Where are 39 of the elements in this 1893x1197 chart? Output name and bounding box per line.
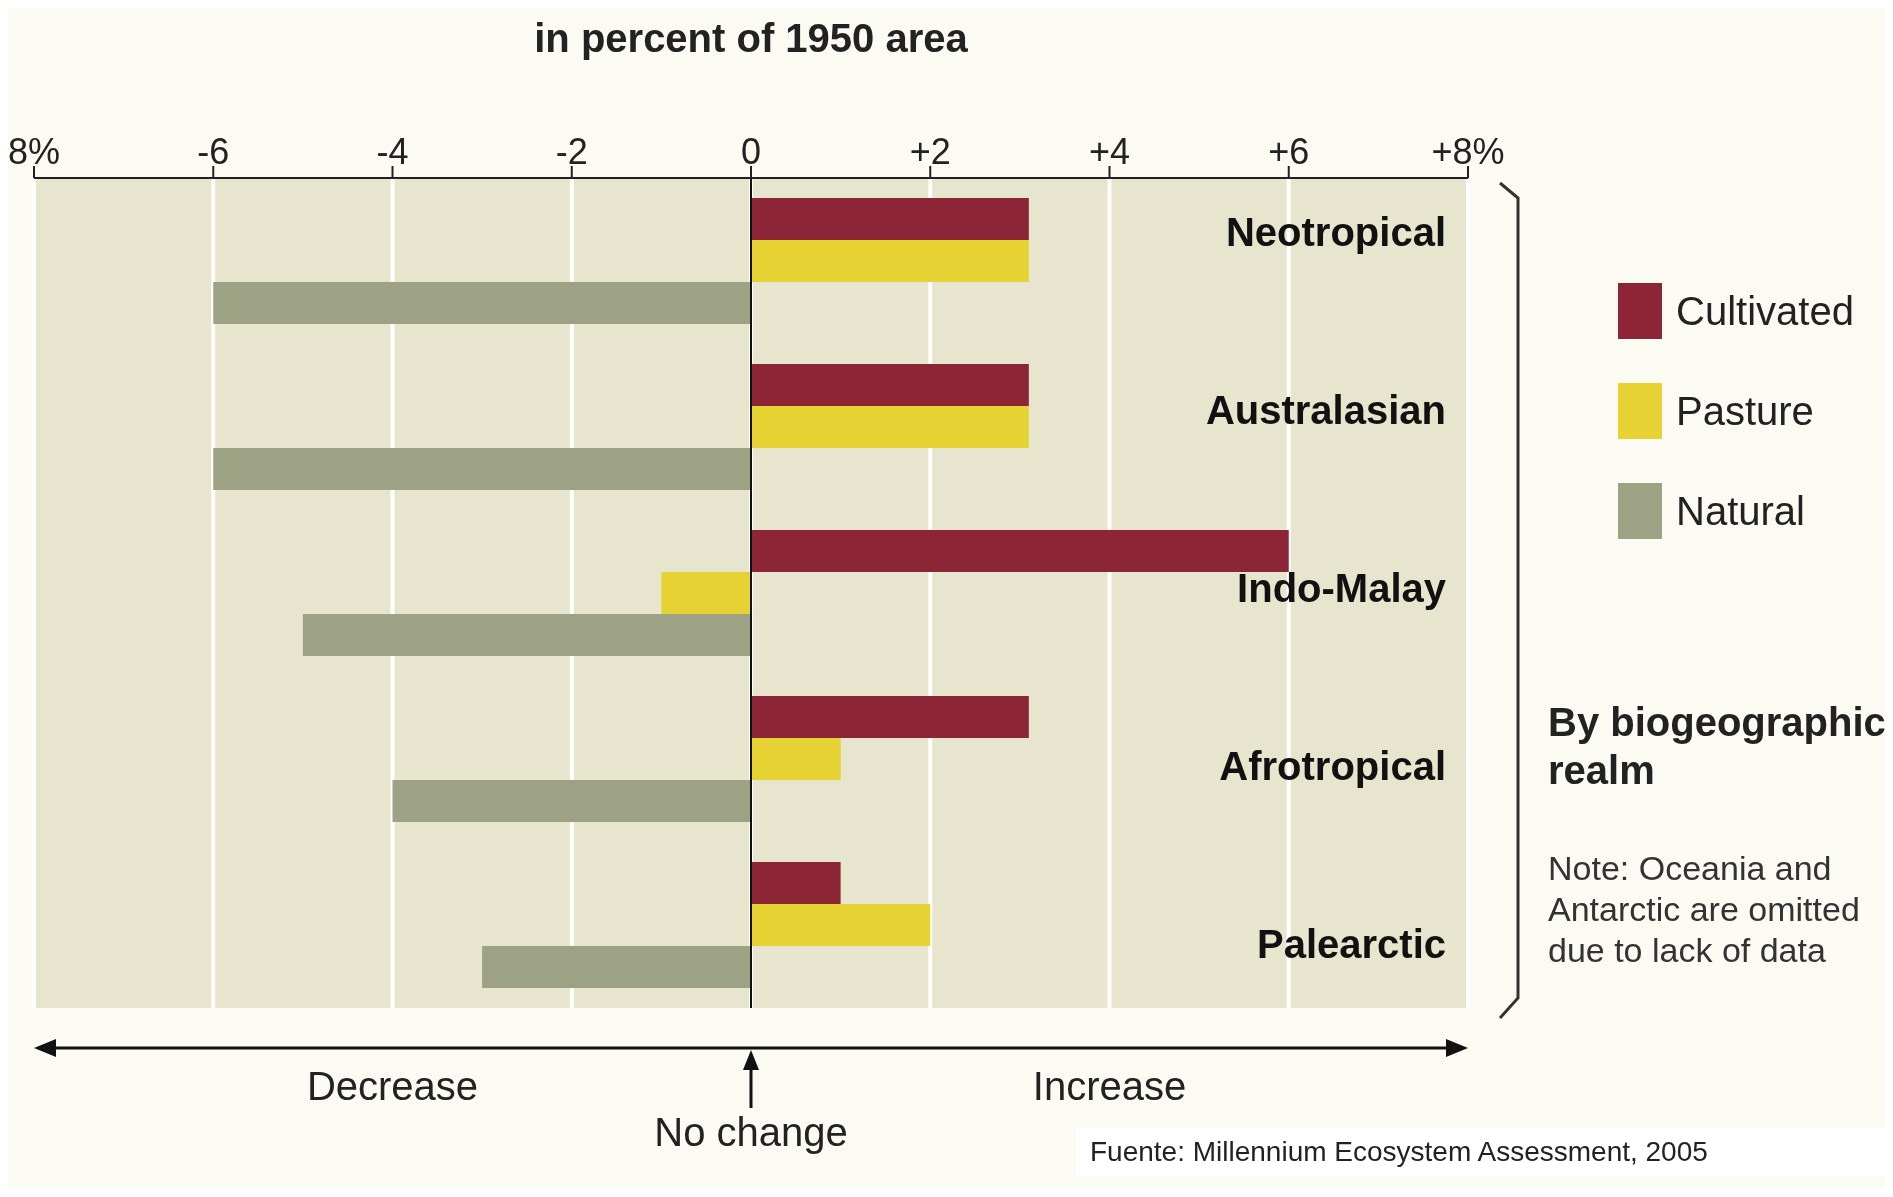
bar — [751, 737, 841, 780]
legend-label: Pasture — [1676, 388, 1814, 434]
x-tick-label: +8% — [1431, 131, 1505, 172]
x-tick-label: +4 — [1088, 131, 1131, 172]
bar — [213, 281, 751, 324]
x-tick-label: -4 — [376, 131, 409, 172]
bar — [392, 779, 751, 822]
bar — [751, 197, 1029, 240]
y-tick-label: Indo-Malay — [1237, 566, 1447, 611]
text: Decrease — [306, 1064, 479, 1108]
bar — [751, 903, 931, 946]
bar — [213, 447, 751, 490]
bar — [751, 861, 841, 904]
y-tick-label: Australasian — [1205, 388, 1446, 433]
legend-label: Cultivated — [1676, 288, 1854, 334]
x-tick-label: +6 — [1268, 131, 1310, 172]
y-tick-label: Palearctic — [1256, 922, 1446, 967]
y-tick-label: Neotropical — [1225, 210, 1446, 255]
bar — [751, 695, 1029, 738]
x-axis-title: in percent of 1950 area — [533, 16, 969, 61]
x-tick-label: +2 — [909, 131, 951, 172]
bar — [751, 405, 1029, 448]
y-tick-label: Afrotropical — [1219, 744, 1446, 789]
text: By biogeographic realm — [1548, 699, 1887, 794]
text: Note: Oceania and Antarctic are omitted due to lack of data — [1548, 848, 1861, 971]
x-tick-label: -6 — [197, 131, 230, 172]
bar — [482, 945, 751, 988]
x-tick-label: 0 — [740, 131, 762, 172]
bar — [751, 239, 1029, 282]
x-tick-label: 8% — [7, 131, 61, 172]
bar — [661, 571, 751, 614]
bar — [302, 613, 751, 656]
source-note: Fuente: Millennium Ecosystem Assessment, 2005 — [1076, 1128, 1893, 1176]
text: Increase — [1032, 1064, 1187, 1108]
text: No change — [654, 1110, 848, 1154]
bar — [751, 529, 1289, 572]
bar — [751, 363, 1029, 406]
x-tick-label: -2 — [555, 131, 588, 172]
legend-label: Natural — [1676, 488, 1805, 534]
